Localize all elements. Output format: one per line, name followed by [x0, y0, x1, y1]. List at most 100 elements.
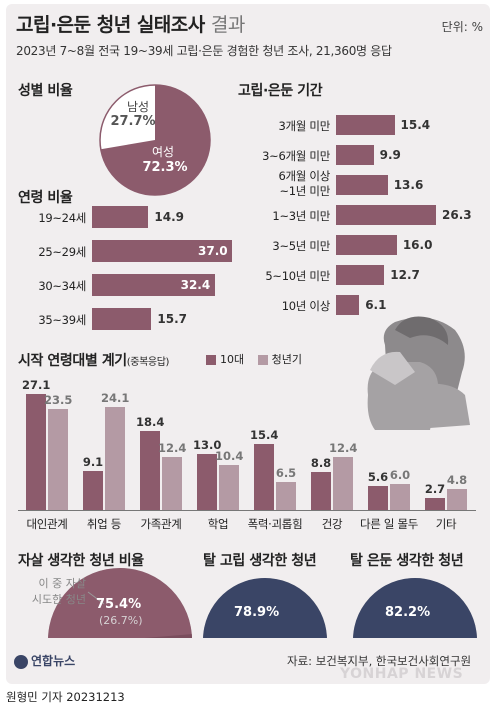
youth-value: 6.5 — [275, 466, 297, 481]
teen-bar — [254, 444, 274, 510]
period-value: 15.4 — [400, 118, 431, 132]
youth-value: 12.4 — [329, 440, 358, 455]
gender-title: 성별 비율 — [18, 83, 73, 99]
title-suffix: 결과 — [210, 14, 245, 36]
period-title: 고립·은둔 기간 — [238, 83, 323, 99]
youth-value: 12.4 — [158, 440, 187, 455]
teen-value: 2.7 — [424, 482, 446, 497]
teen-bar — [368, 486, 388, 510]
escape-reclusion-pie — [353, 578, 477, 638]
period-bar — [336, 295, 360, 315]
suicide-sub-value: (26.7%) — [99, 614, 143, 627]
period-value: 16.0 — [402, 238, 433, 252]
period-value: 9.9 — [379, 148, 401, 162]
escape-reclusion-pie-value-slice — [353, 578, 477, 638]
watermark: YONHAP NEWS — [340, 666, 464, 682]
youth-bar — [48, 409, 68, 510]
period-value: 13.6 — [393, 178, 424, 192]
teen-value: 18.4 — [136, 415, 165, 430]
period-label: 1~3년 미만 — [272, 209, 330, 223]
period-label: 5~10년 미만 — [265, 269, 330, 283]
teen-bar — [311, 472, 331, 510]
teen-bar — [425, 498, 445, 510]
age-bar — [92, 206, 149, 228]
teen-value: 9.1 — [82, 455, 104, 470]
teen-value: 13.0 — [193, 438, 222, 453]
youth-value: 23.5 — [44, 393, 73, 408]
escape-reclusion-title: 탈 은둔 생각한 청년 — [350, 553, 464, 569]
age-bar — [92, 240, 232, 262]
age-label: 25~29세 — [38, 245, 86, 259]
age-value: 32.4 — [180, 278, 211, 292]
age-bar — [92, 274, 215, 296]
male-slice — [100, 85, 155, 150]
teen-value: 5.6 — [367, 470, 389, 485]
age-label: 35~39세 — [38, 313, 86, 327]
yonhap-logo-text: 연합뉴스 — [31, 654, 76, 668]
legend-youth-swatch — [257, 355, 268, 365]
category-label: 대인관계 — [26, 517, 68, 531]
escape-isolation-pie — [203, 578, 327, 638]
category-label: 폭력·괴롭힘 — [247, 517, 303, 531]
youth-bar — [333, 456, 353, 510]
category-label: 기타 — [435, 517, 457, 531]
youth-bar — [105, 406, 125, 510]
title-main: 고립·은둔 청년 실태조사 — [16, 14, 205, 36]
youth-value: 10.4 — [215, 449, 244, 464]
causes-title: 시작 연령대별 계기(중복응답) — [18, 350, 169, 370]
teen-value: 15.4 — [250, 428, 279, 443]
gender-pie-outline — [99, 84, 211, 196]
source-text: 자료: 보건복지부, 한국보건사회연구원 — [287, 654, 472, 668]
suicide-attempt-slice — [144, 634, 192, 638]
youth-value: 6.0 — [389, 468, 411, 483]
yonhap-logo: 연합뉴스 — [14, 652, 75, 669]
age-value: 15.7 — [157, 312, 187, 326]
female-value: 72.3% — [142, 160, 188, 175]
youth-bar — [219, 465, 239, 510]
escape-isolation-title: 탈 고립 생각한 청년 — [203, 553, 317, 569]
suicide-note-line1: 이 중 자살 — [38, 577, 86, 590]
age-label: 19~24세 — [38, 211, 86, 225]
legend-teen-label: 10대 — [220, 353, 245, 366]
period-label: 3~6개월 미만 — [262, 149, 330, 163]
period-value: 12.7 — [390, 268, 420, 282]
causes-legend: 10대 청년기 — [196, 351, 302, 367]
unit-label: 단위: % — [441, 20, 483, 34]
female-label: 여성 — [151, 145, 175, 159]
male-value: 27.7% — [110, 114, 156, 129]
category-label: 취업 등 — [86, 517, 122, 531]
age-value: 14.9 — [154, 210, 184, 224]
page-subtitle: 2023년 7~8월 전국 19~39세 고립·은둔 경험한 청년 조사, 21… — [16, 44, 392, 58]
period-label: 3개월 미만 — [278, 119, 331, 133]
period-label: 3~5년 미만 — [272, 239, 330, 253]
suicide-note-line2: 시도한 청년 — [31, 593, 86, 606]
age-title: 연령 비율 — [18, 190, 73, 206]
youth-value: 4.8 — [446, 473, 468, 488]
category-label: 다른 일 몰두 — [359, 517, 419, 531]
category-label: 건강 — [321, 517, 343, 531]
teen-value: 27.1 — [22, 378, 51, 392]
causes-note: (중복응답) — [126, 357, 170, 368]
causes-axis — [18, 510, 476, 511]
period-bar — [336, 265, 385, 285]
period-value: 26.3 — [442, 208, 472, 222]
age-bar — [92, 308, 152, 330]
suicide-title: 자살 생각한 청년 비율 — [18, 553, 144, 569]
youth-bar — [447, 489, 467, 510]
male-label: 남성 — [126, 100, 150, 114]
credit-text: 원형민 기자 20231213 — [6, 690, 125, 704]
youth-value: 24.1 — [101, 390, 130, 405]
category-label: 학업 — [207, 517, 229, 531]
age-label: 30~34세 — [38, 279, 86, 293]
suicide-note-leader — [87, 591, 105, 605]
legend-youth-label: 청년기 — [271, 353, 302, 366]
legend-teen-swatch — [206, 355, 216, 365]
page-title: 고립·은둔 청년 실태조사 결과 — [16, 10, 245, 37]
yonhap-logo-icon — [14, 654, 28, 669]
period-label: 10년 이상 — [281, 299, 331, 313]
teen-bar — [197, 454, 217, 510]
youth-bar — [162, 456, 182, 510]
